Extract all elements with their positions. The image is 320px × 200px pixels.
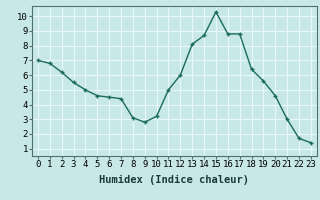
X-axis label: Humidex (Indice chaleur): Humidex (Indice chaleur): [100, 175, 249, 185]
